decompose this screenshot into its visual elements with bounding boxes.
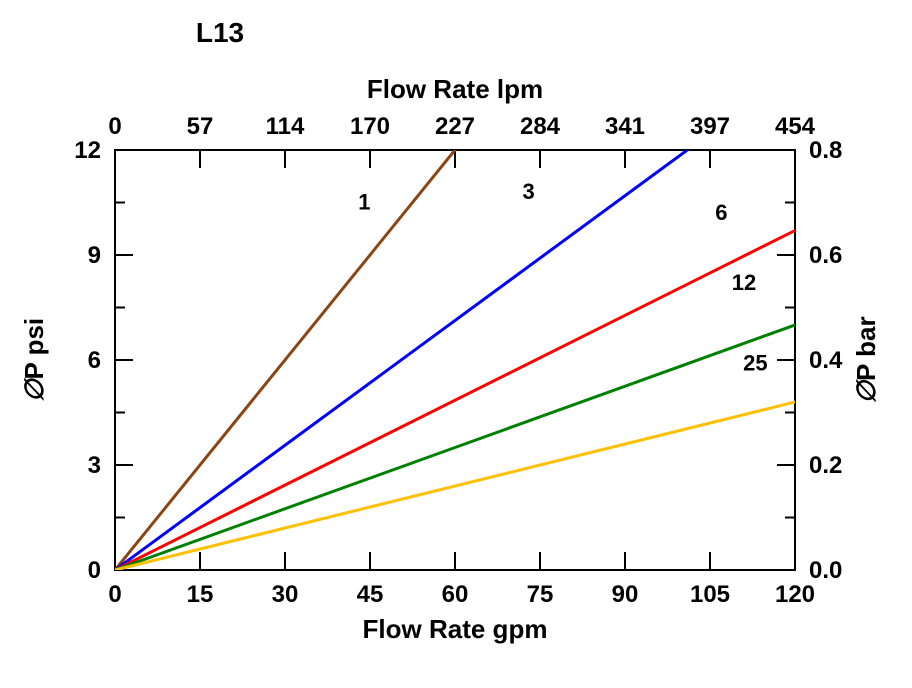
x-top-tick-label: 397 bbox=[690, 113, 730, 140]
x-bottom-tick-label: 0 bbox=[108, 581, 121, 608]
x-top-tick-label: 57 bbox=[187, 113, 214, 140]
y-left-tick-label: 6 bbox=[88, 347, 101, 374]
x-top-tick-label: 227 bbox=[435, 113, 475, 140]
x-bottom-axis-label: Flow Rate gpm bbox=[363, 614, 548, 644]
x-bottom-tick-label: 60 bbox=[442, 581, 469, 608]
x-bottom-tick-label: 105 bbox=[690, 581, 730, 608]
series-label-12: 12 bbox=[732, 270, 756, 295]
x-bottom-tick-label: 30 bbox=[272, 581, 299, 608]
y-left-tick-label: 12 bbox=[74, 137, 101, 164]
y-right-tick-label: 0.8 bbox=[809, 137, 842, 164]
x-top-tick-label: 170 bbox=[350, 113, 390, 140]
y-left-tick-label: 3 bbox=[88, 452, 101, 479]
x-top-tick-label: 284 bbox=[520, 113, 561, 140]
x-bottom-tick-label: 15 bbox=[187, 581, 214, 608]
x-bottom-tick-label: 120 bbox=[775, 581, 815, 608]
y-right-tick-label: 0.2 bbox=[809, 452, 842, 479]
y-right-tick-label: 0.6 bbox=[809, 242, 842, 269]
y-right-tick-label: 0.4 bbox=[809, 347, 843, 374]
series-label-25: 25 bbox=[743, 351, 767, 376]
x-top-tick-label: 114 bbox=[266, 113, 305, 140]
chart-container: L130153045607590105120Flow Rate gpm05711… bbox=[0, 0, 912, 688]
x-top-tick-label: 454 bbox=[775, 113, 816, 140]
x-top-tick-label: 341 bbox=[605, 113, 645, 140]
y-right-tick-label: 0.0 bbox=[809, 557, 842, 584]
pressure-flow-chart: L130153045607590105120Flow Rate gpm05711… bbox=[0, 0, 912, 688]
y-right-axis-label: ∅P bar bbox=[851, 316, 881, 403]
x-bottom-tick-label: 90 bbox=[612, 581, 639, 608]
series-label-1: 1 bbox=[358, 190, 370, 215]
y-left-tick-label: 9 bbox=[88, 242, 101, 269]
x-bottom-tick-label: 45 bbox=[357, 581, 384, 608]
x-bottom-tick-label: 75 bbox=[527, 581, 554, 608]
y-left-axis-label: ∅P psi bbox=[19, 318, 49, 402]
x-top-axis-label: Flow Rate lpm bbox=[367, 74, 543, 104]
chart-title: L13 bbox=[196, 17, 244, 48]
series-label-3: 3 bbox=[523, 179, 535, 204]
series-label-6: 6 bbox=[715, 200, 727, 225]
y-left-tick-label: 0 bbox=[88, 557, 101, 584]
x-top-tick-label: 0 bbox=[108, 113, 121, 140]
